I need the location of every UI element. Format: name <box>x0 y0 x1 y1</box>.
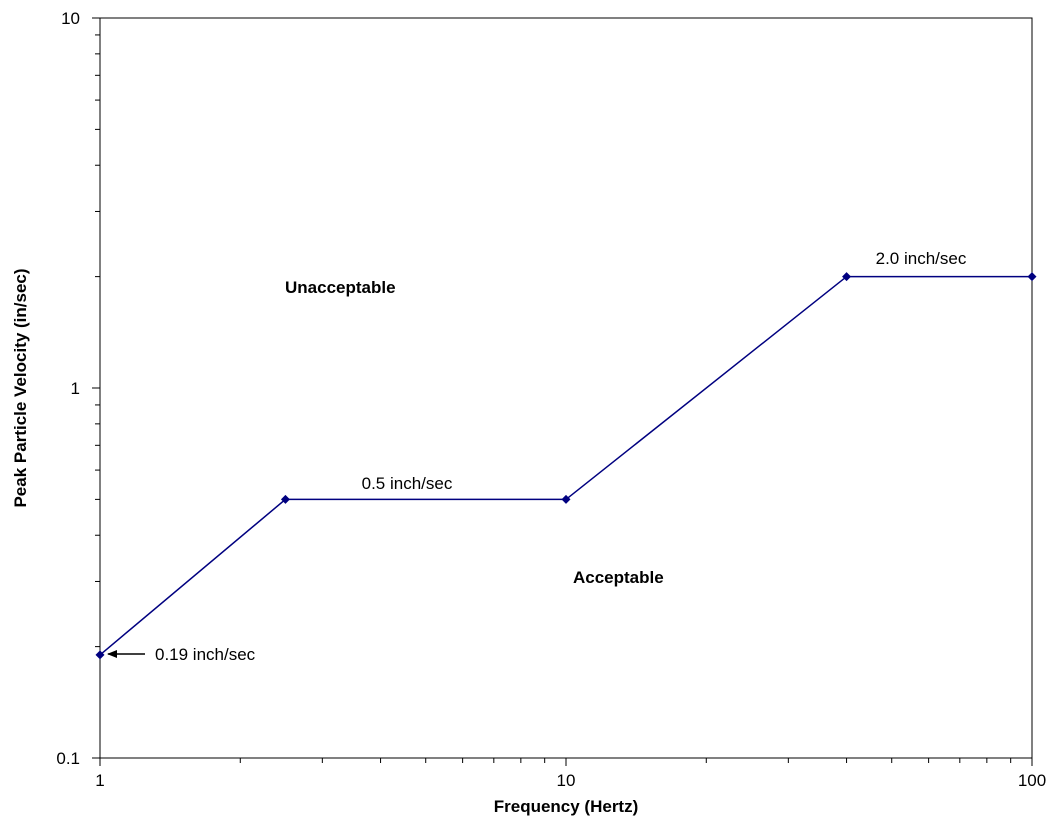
data-point-marker <box>842 272 852 282</box>
y-tick-label: 0.1 <box>56 749 80 768</box>
x-axis-title: Frequency (Hertz) <box>494 797 639 816</box>
data-point-marker <box>95 650 105 660</box>
annotation-label: 0.5 inch/sec <box>362 474 453 493</box>
x-tick-labels: 1 10 100 <box>95 771 1046 790</box>
data-point-marker <box>561 494 571 504</box>
x-tick-label: 10 <box>557 771 576 790</box>
annotation-label: 2.0 inch/sec <box>876 249 967 268</box>
series-points <box>95 272 1037 660</box>
x-minor-ticks <box>99 758 1033 766</box>
y-axis-title: Peak Particle Velocity (in/sec) <box>11 268 30 507</box>
annotation-label: 0.19 inch/sec <box>155 645 256 664</box>
data-point-marker <box>280 494 290 504</box>
region-label-unacceptable: Unacceptable <box>285 278 396 297</box>
y-minor-ticks <box>92 17 100 759</box>
y-tick-label: 10 <box>61 9 80 28</box>
y-tick-labels: 0.1 1 10 <box>56 9 80 768</box>
x-tick-label: 1 <box>95 771 104 790</box>
y-tick-label: 1 <box>71 379 80 398</box>
region-label-acceptable: Acceptable <box>573 568 664 587</box>
plot-area <box>99 17 1033 759</box>
x-tick-label: 100 <box>1018 771 1046 790</box>
data-point-marker <box>1027 272 1037 282</box>
